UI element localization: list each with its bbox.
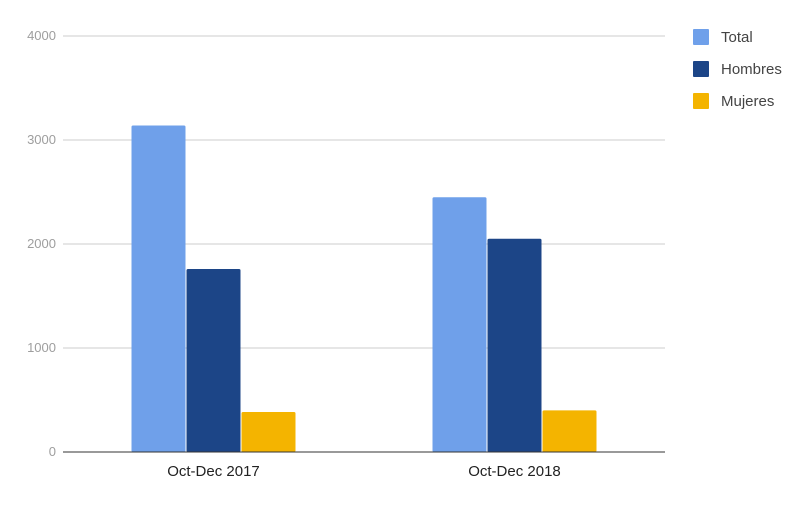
y-tick-label: 1000 xyxy=(27,340,56,355)
legend-swatch xyxy=(693,29,709,45)
y-axis-ticks: 0 1000 2000 3000 4000 xyxy=(27,28,56,459)
legend: Total Hombres Mujeres xyxy=(693,29,782,110)
y-tick-label: 2000 xyxy=(27,236,56,251)
bar-total-1 xyxy=(432,197,487,452)
legend-label: Mujeres xyxy=(721,93,774,110)
bar-mujeres-1 xyxy=(542,410,597,452)
x-tick-label: Oct-Dec 2018 xyxy=(468,463,561,480)
y-tick-label: 0 xyxy=(49,444,56,459)
legend-swatch xyxy=(693,93,709,109)
bar-mujeres-0 xyxy=(241,411,296,452)
legend-label: Hombres xyxy=(721,61,782,78)
bars xyxy=(131,125,597,452)
legend-swatch xyxy=(693,61,709,77)
y-tick-label: 3000 xyxy=(27,132,56,147)
bar-hombres-1 xyxy=(487,238,542,452)
bar-hombres-0 xyxy=(186,268,241,452)
bar-total-0 xyxy=(131,125,186,452)
y-tick-label: 4000 xyxy=(27,28,56,43)
legend-label: Total xyxy=(721,29,753,46)
x-axis-ticks: Oct-Dec 2017 Oct-Dec 2018 xyxy=(167,463,561,480)
x-tick-label: Oct-Dec 2017 xyxy=(167,463,260,480)
